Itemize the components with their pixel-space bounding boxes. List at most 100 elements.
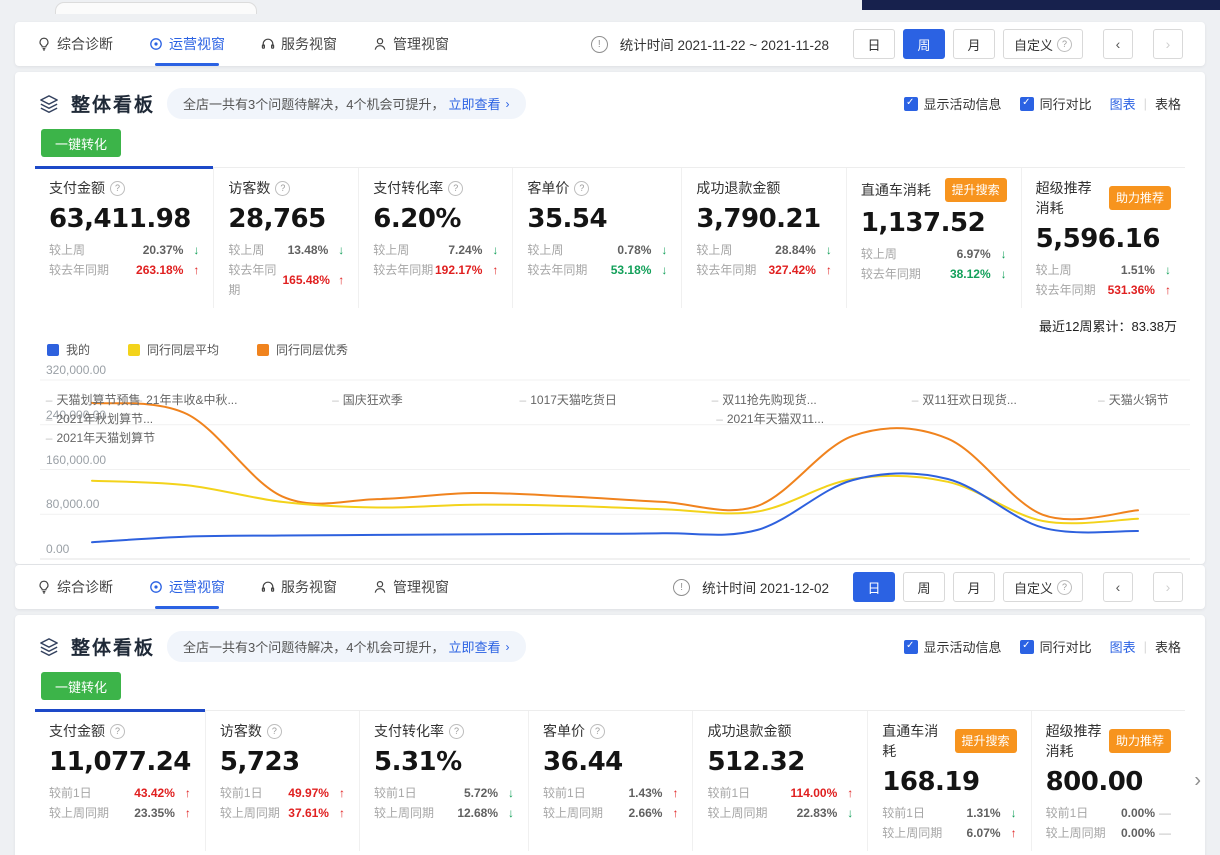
nav-tab-2[interactable]: 运营视窗 xyxy=(149,22,225,66)
custom-range-button[interactable]: 自定义 xyxy=(1003,29,1083,59)
compare-label: 较上周同期 xyxy=(1046,823,1106,843)
board-header: 整体看板 全店一共有3个问题待解决，4个机会可提升， 立即查看 显示活动信息 同… xyxy=(15,72,1205,119)
metric-title: 超级推荐消耗 xyxy=(1046,721,1104,761)
board-notice: 全店一共有3个问题待解决，4个机会可提升， 立即查看 xyxy=(167,631,525,662)
compare-value: 22.83% xyxy=(797,803,838,823)
show-activity-checkbox[interactable]: 显示活动信息 xyxy=(904,637,1002,656)
dash-marker-icon: – xyxy=(46,393,53,407)
nav-tab-4[interactable]: 管理视窗 xyxy=(373,565,449,609)
promo-badge[interactable]: 助力推荐 xyxy=(1109,729,1171,753)
one-key-convert-button[interactable]: 一键转化 xyxy=(41,672,121,700)
promo-badge[interactable]: 提升搜索 xyxy=(945,178,1007,202)
next-period-button[interactable] xyxy=(1153,29,1183,59)
promo-badge[interactable]: 助力推荐 xyxy=(1109,186,1171,210)
arrow-down-icon: ↓ xyxy=(991,244,1007,264)
event-annotation[interactable]: –2021年秋划算节... xyxy=(46,410,153,427)
range-button[interactable]: 周 xyxy=(903,29,945,59)
management-icon xyxy=(373,580,387,594)
compare-value: 49.97% xyxy=(288,783,329,803)
range-button[interactable]: 日 xyxy=(853,572,895,602)
custom-range-button[interactable]: 自定义 xyxy=(1003,572,1083,602)
range-button[interactable]: 日 xyxy=(853,29,895,59)
nav-tab-4[interactable]: 管理视窗 xyxy=(373,22,449,66)
operation-icon xyxy=(149,37,163,51)
view-now-link[interactable]: 立即查看 xyxy=(448,637,500,656)
cards-next-button[interactable] xyxy=(1192,768,1203,795)
compare-value: 1.51% xyxy=(1121,260,1155,280)
legend-item[interactable]: 我的 xyxy=(47,341,90,358)
metric-card-5[interactable]: 成功退款金额512.32较前1日114.00%↑较上周同期22.83%↓ xyxy=(693,711,868,851)
one-key-convert-button[interactable]: 一键转化 xyxy=(41,129,121,157)
chart-mode-link[interactable]: 图表 xyxy=(1110,94,1136,113)
board-controls: 显示活动信息 同行对比 图表 表格 xyxy=(904,94,1181,113)
legend-item[interactable]: 同行同层优秀 xyxy=(257,341,348,358)
nav-tab-3[interactable]: 服务视窗 xyxy=(261,22,337,66)
metric-compare-row: 较去年同期53.18%↓ xyxy=(527,260,667,280)
metric-card-1[interactable]: 支付金额11,077.24较前1日43.42%↑较上周同期23.35%↑ xyxy=(35,711,206,851)
chart-mode-link[interactable]: 图表 xyxy=(1110,637,1136,656)
event-annotation[interactable]: –国庆狂欢季 xyxy=(332,391,403,408)
nav-tab-2[interactable]: 运营视窗 xyxy=(149,565,225,609)
arrow-down-icon: ↓ xyxy=(1001,803,1017,823)
metric-card-1[interactable]: 支付金额63,411.98较上周20.37%↓较去年同期263.18%↑ xyxy=(35,168,214,308)
metric-card-4[interactable]: 客单价36.44较前1日1.43%↑较上周同期2.66%↑ xyxy=(529,711,693,851)
management-icon xyxy=(373,37,387,51)
metric-value: 6.20% xyxy=(373,204,498,234)
range-button[interactable]: 月 xyxy=(953,572,995,602)
event-annotation[interactable]: –双11狂欢日现货... xyxy=(912,391,1017,408)
metric-compare-row: 较前1日114.00%↑ xyxy=(707,783,853,803)
metric-title-row: 成功退款金额 xyxy=(696,178,831,198)
arrow-down-icon: ↓ xyxy=(991,264,1007,284)
next-period-button[interactable] xyxy=(1153,572,1183,602)
metric-card-5[interactable]: 成功退款金额3,790.21较上周28.84%↓较去年同期327.42%↑ xyxy=(682,168,846,308)
metric-card-7[interactable]: 超级推荐消耗助力推荐800.00较前1日0.00%—较上周同期0.00%— xyxy=(1032,711,1185,851)
event-annotation[interactable]: –双11抢先购现货... xyxy=(712,391,817,408)
peer-compare-checkbox[interactable]: 同行对比 xyxy=(1020,94,1092,113)
table-mode-link[interactable]: 表格 xyxy=(1155,637,1181,656)
prev-period-button[interactable] xyxy=(1103,572,1133,602)
event-annotation[interactable]: –2021年天猫划算节 xyxy=(46,429,155,446)
event-annotation[interactable]: –21年丰收&中秋... xyxy=(135,391,237,408)
cumulative-note: 最近12周累计：83.38万 xyxy=(43,316,1177,335)
help-icon xyxy=(1057,580,1072,595)
event-annotation[interactable]: –天猫划算节预售 xyxy=(46,391,141,408)
show-activity-checkbox[interactable]: 显示活动信息 xyxy=(904,94,1002,113)
metric-card-3[interactable]: 支付转化率5.31%较前1日5.72%↓较上周同期12.68%↓ xyxy=(360,711,529,851)
arrow-up-icon: ↑ xyxy=(1155,280,1171,300)
nav-tab-1[interactable]: 综合诊断 xyxy=(37,22,113,66)
metric-card-3[interactable]: 支付转化率6.20%较上周7.24%↓较去年同期192.17%↑ xyxy=(359,168,513,308)
nav-tab-label: 运营视窗 xyxy=(169,34,225,54)
arrow-down-icon: ↓ xyxy=(183,240,199,260)
event-annotation[interactable]: –天猫火锅节 xyxy=(1098,391,1169,408)
metric-card-4[interactable]: 客单价35.54较上周0.78%↓较去年同期53.18%↓ xyxy=(513,168,682,308)
promo-badge[interactable]: 提升搜索 xyxy=(955,729,1017,753)
nav-tab-3[interactable]: 服务视窗 xyxy=(261,565,337,609)
metric-card-2[interactable]: 访客数28,765较上周13.48%↓较去年同期165.48%↑ xyxy=(214,168,359,308)
metric-card-7[interactable]: 超级推荐消耗助力推荐5,596.16较上周1.51%↓较去年同期531.36%↑ xyxy=(1022,168,1185,308)
metric-card-2[interactable]: 访客数5,723较前1日49.97%↑较上周同期37.61%↑ xyxy=(206,711,360,851)
compare-label: 较去年同期 xyxy=(373,260,433,280)
nav-tab-1[interactable]: 综合诊断 xyxy=(37,565,113,609)
metric-compare-row: 较去年同期263.18%↑ xyxy=(49,260,199,280)
metric-compare-row: 较去年同期165.48%↑ xyxy=(228,260,344,300)
view-tabs-bar: 综合诊断运营视窗服务视窗管理视窗 统计时间 2021-11-22 ~ 2021-… xyxy=(15,22,1205,66)
prev-period-button[interactable] xyxy=(1103,29,1133,59)
metric-title-row: 超级推荐消耗助力推荐 xyxy=(1046,721,1171,761)
table-mode-link[interactable]: 表格 xyxy=(1155,94,1181,113)
range-button[interactable]: 月 xyxy=(953,29,995,59)
view-tabs: 综合诊断运营视窗服务视窗管理视窗 xyxy=(37,565,449,609)
range-button[interactable]: 周 xyxy=(903,572,945,602)
metric-card-6[interactable]: 直通车消耗提升搜索168.19较前1日1.31%↓较上周同期6.07%↑ xyxy=(868,711,1031,851)
view-tabs: 综合诊断 运营视窗 服务视窗管理视窗 xyxy=(37,22,449,66)
annotation-text: 天猫火锅节 xyxy=(1109,393,1169,407)
view-now-link[interactable]: 立即查看 xyxy=(448,94,500,113)
peer-compare-checkbox[interactable]: 同行对比 xyxy=(1020,637,1092,656)
arrow-down-icon: ↓ xyxy=(498,803,514,823)
service-icon xyxy=(261,37,275,51)
metric-card-6[interactable]: 直通车消耗提升搜索1,137.52较上周6.97%↓较去年同期38.12%↓ xyxy=(847,168,1022,308)
arrow-down-icon: ↓ xyxy=(328,240,344,260)
event-annotation[interactable]: –2021年天猫双11... xyxy=(716,410,824,427)
event-annotation[interactable]: –1017天猫吃货日 xyxy=(520,391,617,408)
metric-title: 支付金额 xyxy=(49,178,105,198)
legend-item[interactable]: 同行同层平均 xyxy=(128,341,219,358)
